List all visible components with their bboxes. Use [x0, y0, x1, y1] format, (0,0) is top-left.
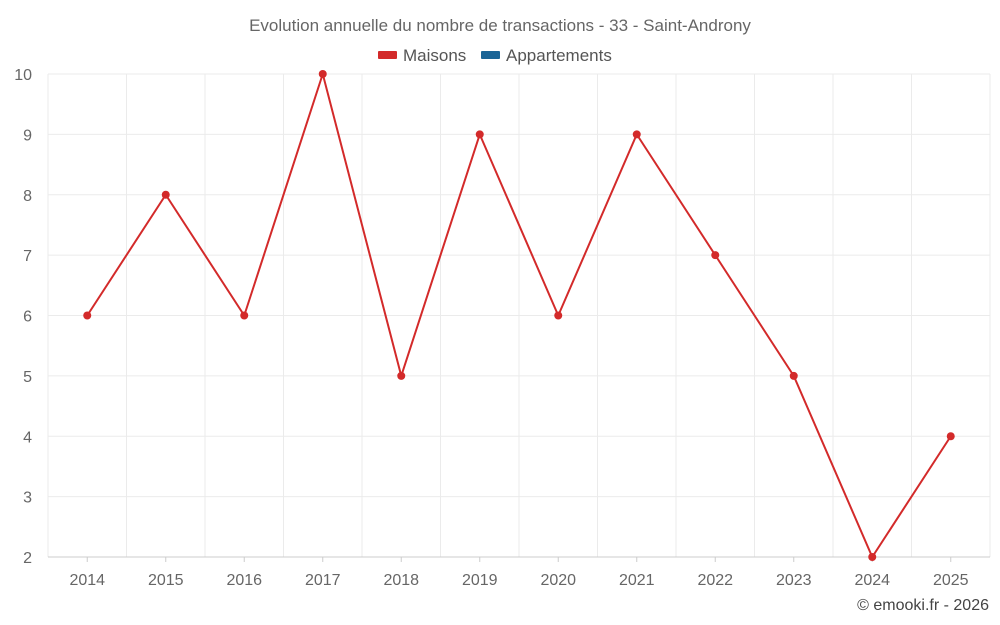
data-point-maisons-2025[interactable]: [946, 432, 955, 441]
data-point-maisons-2014[interactable]: [83, 311, 92, 320]
y-tick-label-6: 6: [23, 309, 32, 326]
data-point-maisons-2015[interactable]: [161, 190, 170, 199]
y-tick-label-7: 7: [23, 248, 32, 265]
x-tick-label-2016: 2016: [226, 572, 262, 589]
data-point-maisons-2017[interactable]: [318, 70, 327, 78]
data-point-maisons-2021[interactable]: [632, 130, 641, 139]
y-tick-label-5: 5: [23, 369, 32, 386]
series-line-maisons: [86, 73, 952, 558]
data-point-maisons-2023[interactable]: [789, 371, 798, 380]
axes: 2 3 4 5 6 7 8 9 10 2014 2015 2016 2017 2018 2019 2020 20…: [14, 67, 990, 589]
x-tick-label-2017: 2017: [305, 572, 341, 589]
data-point-maisons-2022[interactable]: [711, 251, 720, 260]
x-tick-label-2014: 2014: [69, 572, 105, 589]
y-tick-label-4: 4: [23, 429, 32, 446]
data-point-maisons-2019[interactable]: [475, 130, 484, 139]
y-tick-label-10: 10: [14, 67, 32, 84]
x-tick-label-2022: 2022: [697, 572, 733, 589]
credit-text: © emooki.fr - 2026: [857, 597, 989, 614]
y-tick-label-9: 9: [23, 127, 32, 144]
x-tick-label-2019: 2019: [462, 572, 498, 589]
y-tick-label-8: 8: [23, 188, 32, 205]
legend-label-maisons: Maisons: [403, 46, 466, 65]
legend-item-maisons[interactable]: Maisons: [378, 46, 466, 65]
series: [83, 70, 955, 561]
chart-title: Evolution annuelle du nombre de transact…: [249, 16, 751, 35]
x-tick-label-2015: 2015: [148, 572, 184, 589]
x-tick-label-2025: 2025: [933, 572, 969, 589]
legend-label-appartements: Appartements: [506, 46, 612, 65]
data-point-maisons-2018[interactable]: [397, 371, 406, 380]
legend: Maisons Appartements: [378, 46, 612, 65]
data-point-maisons-2016[interactable]: [240, 311, 249, 320]
legend-item-appartements[interactable]: Appartements: [481, 46, 612, 65]
x-tick-label-2020: 2020: [540, 572, 576, 589]
x-tick-label-2024: 2024: [854, 572, 890, 589]
x-tick-label-2018: 2018: [383, 572, 419, 589]
y-tick-label-2: 2: [23, 550, 32, 567]
x-tick-label-2021: 2021: [619, 572, 655, 589]
grid: [47, 73, 991, 558]
legend-swatch-maisons: [378, 51, 397, 59]
y-tick-label-3: 3: [23, 490, 32, 507]
legend-swatch-appartements: [481, 51, 500, 59]
data-point-maisons-2024[interactable]: [868, 553, 877, 561]
data-point-maisons-2020[interactable]: [554, 311, 563, 320]
x-tick-label-2023: 2023: [776, 572, 812, 589]
